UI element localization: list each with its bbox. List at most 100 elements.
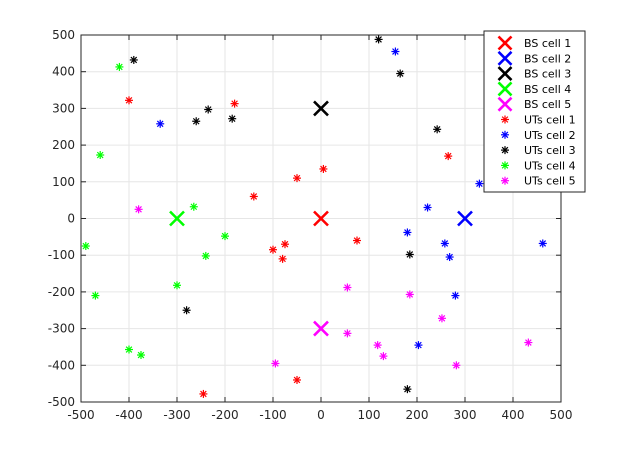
series-uts-cell-1 [125, 96, 453, 398]
mark-stroke [313, 320, 329, 337]
y-tick-label: 500 [52, 28, 75, 42]
legend-marker-uts-cell-5 [501, 176, 509, 185]
series-bs-cell-4 [169, 210, 185, 227]
y-tick-label: -500 [48, 395, 75, 409]
x-tick-label: -300 [163, 408, 190, 422]
point-uts-cell-4 [137, 351, 145, 360]
point-uts-cell-4 [91, 291, 100, 300]
mark-stroke [313, 100, 329, 117]
legend-label-bs-cell-3: BS cell 3 [524, 68, 571, 81]
x-tick-label: -400 [115, 408, 142, 422]
legend-marker-uts-cell-4 [501, 161, 509, 170]
x-tick-label: -200 [211, 408, 238, 422]
point-bs-cell-3 [313, 100, 329, 117]
point-uts-cell-1 [249, 192, 258, 201]
mark-stroke [497, 35, 513, 51]
y-tick-label: -300 [48, 322, 75, 336]
point-uts-cell-3 [182, 306, 191, 315]
point-uts-cell-3 [129, 55, 138, 64]
x-tick-labels: -500 -400 -300 -200 -100 0 100 200 300 400 500 [67, 408, 572, 422]
point-uts-cell-2 [445, 253, 454, 262]
x-tick-label: 500 [550, 408, 573, 422]
point-uts-cell-4 [115, 62, 124, 71]
point-bs-cell-1 [313, 210, 329, 227]
point-uts-cell-5 [134, 205, 143, 214]
point-uts-cell-5 [524, 338, 533, 347]
point-uts-cell-3 [405, 250, 414, 259]
point-uts-cell-5 [373, 341, 382, 350]
series-uts-cell-2 [156, 47, 547, 350]
point-uts-cell-4 [201, 251, 210, 260]
x-tick-label: -100 [259, 408, 286, 422]
y-tick-label: 100 [52, 175, 75, 189]
legend-label-bs-cell-5: BS cell 5 [524, 98, 571, 111]
point-uts-cell-2 [391, 47, 400, 56]
y-tick-label: 0 [67, 212, 75, 226]
mark-stroke [313, 210, 329, 227]
legend-marker-bs-cell-2 [497, 50, 513, 66]
y-tick-label: 200 [52, 138, 75, 152]
point-uts-cell-3 [403, 385, 412, 394]
mark-stroke [169, 210, 185, 227]
point-uts-cell-4 [221, 232, 229, 241]
legend-marker-uts-cell-1 [501, 115, 509, 124]
point-uts-cell-1 [199, 389, 208, 398]
point-uts-cell-5 [343, 329, 352, 338]
point-uts-cell-2 [156, 119, 165, 128]
x-tick-label: 0 [317, 408, 325, 422]
series-bs-cell-5 [313, 320, 329, 337]
y-tick-label: -100 [48, 248, 75, 262]
legend-marker-bs-cell-4 [497, 81, 513, 97]
legend-label-uts-cell-4: UTs cell 4 [524, 159, 576, 172]
legend-label-uts-cell-2: UTs cell 2 [524, 129, 576, 142]
legend-marker-uts-cell-2 [501, 130, 509, 139]
point-uts-cell-1 [353, 236, 361, 245]
point-uts-cell-3 [204, 105, 213, 114]
y-tick-label: 400 [52, 65, 75, 79]
legend-label-bs-cell-4: BS cell 4 [524, 83, 571, 96]
y-tick-label: -400 [48, 358, 75, 372]
x-tick-label: -500 [67, 408, 94, 422]
point-uts-cell-4 [125, 345, 133, 354]
series-uts-cell-4 [81, 62, 229, 360]
legend-marker-bs-cell-1 [497, 35, 513, 51]
point-uts-cell-5 [379, 352, 388, 361]
point-uts-cell-2 [440, 239, 449, 248]
point-uts-cell-1 [269, 245, 277, 254]
point-bs-cell-5 [313, 320, 329, 337]
point-uts-cell-3 [374, 35, 383, 44]
series-uts-cell-3 [129, 35, 442, 394]
point-uts-cell-5 [452, 361, 461, 370]
x-tick-label: 200 [406, 408, 429, 422]
legend-box [483, 30, 586, 193]
point-uts-cell-3 [433, 125, 442, 134]
point-uts-cell-3 [192, 117, 201, 126]
point-uts-cell-5 [405, 290, 414, 299]
point-uts-cell-4 [96, 151, 105, 160]
series-bs-cell-2 [457, 210, 473, 227]
point-bs-cell-2 [457, 210, 473, 227]
point-uts-cell-2 [451, 291, 460, 300]
point-uts-cell-1 [281, 240, 289, 249]
point-uts-cell-2 [475, 179, 484, 188]
y-tick-label: -200 [48, 285, 75, 299]
data-marks [81, 35, 547, 398]
point-uts-cell-4 [189, 202, 198, 211]
point-uts-cell-3 [228, 114, 237, 123]
legend-marker-bs-cell-5 [497, 96, 513, 112]
legend-label-uts-cell-3: UTs cell 3 [524, 144, 576, 157]
point-uts-cell-2 [414, 341, 423, 350]
series-bs-cell-1 [313, 210, 329, 227]
point-uts-cell-3 [396, 69, 405, 78]
point-uts-cell-1 [278, 254, 287, 263]
mark-stroke [497, 96, 513, 112]
x-tick-label: 300 [454, 408, 477, 422]
x-tick-label: 400 [502, 408, 525, 422]
legend-marker-uts-cell-3 [501, 146, 509, 155]
point-uts-cell-2 [538, 239, 547, 248]
mark-stroke [497, 81, 513, 97]
y-tick-label: 300 [52, 101, 75, 115]
point-uts-cell-1 [319, 164, 328, 173]
x-tick-label: 100 [358, 408, 381, 422]
